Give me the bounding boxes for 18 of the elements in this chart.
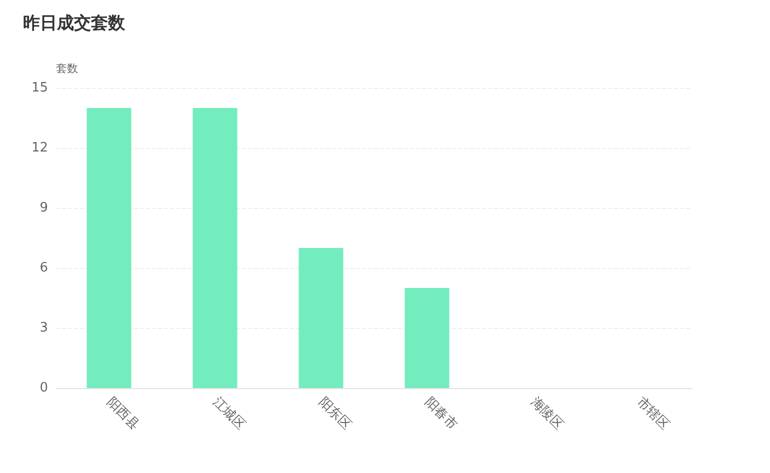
bar	[298, 248, 344, 388]
bar	[192, 108, 238, 388]
y-tick-label: 3	[40, 320, 48, 336]
x-tick-label: 阳东区	[316, 394, 354, 433]
x-tick-label: 阳春市	[422, 394, 460, 433]
chart-title: 昨日成交套数	[23, 14, 126, 34]
x-tick-label: 江城区	[210, 394, 248, 433]
y-tick-label: 0	[40, 380, 48, 396]
y-axis-title: 套数	[56, 62, 78, 75]
y-tick-label: 12	[31, 140, 48, 156]
x-tick-label: 市辖区	[634, 394, 672, 433]
x-tick-label: 阳西县	[104, 394, 142, 433]
bar	[404, 288, 450, 388]
bar	[86, 108, 132, 388]
y-tick-label: 6	[40, 260, 48, 276]
y-tick-label: 9	[40, 200, 48, 216]
y-tick-label: 15	[31, 80, 48, 96]
x-tick-label: 海陵区	[528, 394, 566, 433]
